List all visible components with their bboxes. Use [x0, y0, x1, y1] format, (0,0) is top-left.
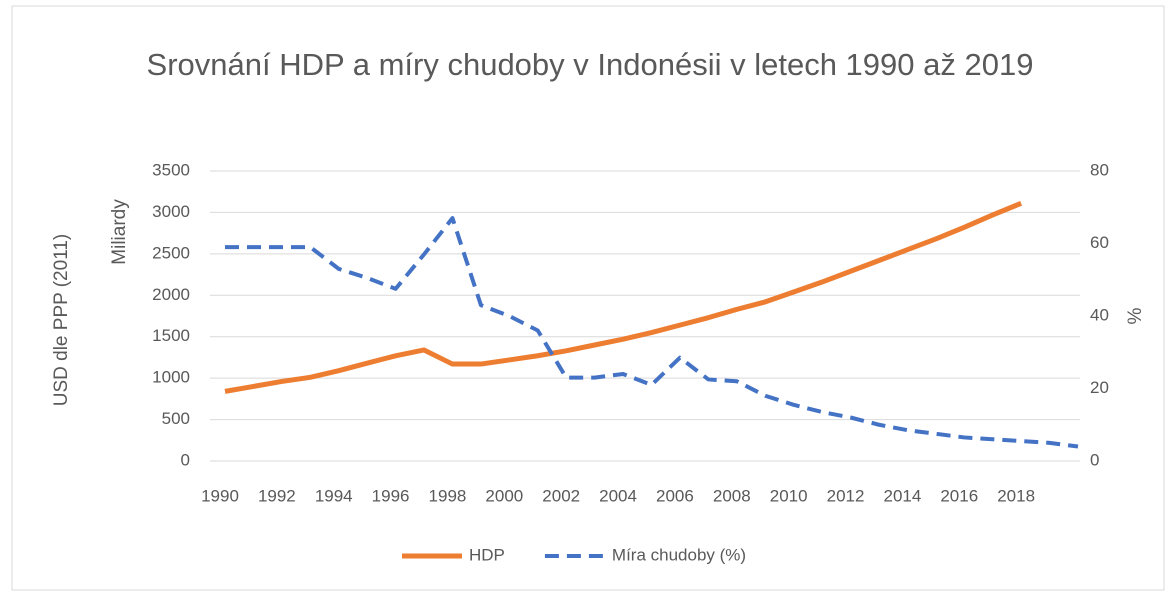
y-tick-label: 0 — [181, 450, 190, 469]
y-tick-label: 2000 — [152, 285, 190, 304]
x-tick-label: 1998 — [429, 486, 467, 505]
x-tick-label: 2002 — [542, 486, 580, 505]
y-tick-label: 3500 — [152, 160, 190, 179]
series-line — [224, 200, 1023, 394]
y2-axis-title: % — [1125, 307, 1146, 324]
x-tick-label: 2008 — [713, 486, 751, 505]
y-axis-title: USD dle PPP (2011) — [51, 234, 72, 407]
x-tick-label: 2004 — [599, 486, 637, 505]
legend-label: HDP — [469, 545, 505, 564]
y2-tick-label: 60 — [1090, 233, 1109, 252]
y-tick-label: 500 — [162, 409, 190, 428]
x-tick-label: 2000 — [485, 486, 523, 505]
x-tick-label: 2010 — [770, 486, 808, 505]
x-tick-label: 1996 — [372, 486, 410, 505]
x-tick-label: 2012 — [827, 486, 865, 505]
x-tick-label: 2016 — [940, 486, 978, 505]
y-tick-label: 1000 — [152, 368, 190, 387]
x-tick-label: 2018 — [997, 486, 1035, 505]
y-units-label: Miliardy — [109, 199, 130, 265]
chart-border — [11, 5, 1165, 591]
x-tick-label: 1990 — [201, 486, 239, 505]
y-tick-label: 2500 — [152, 243, 190, 262]
x-tick-label: 1994 — [315, 486, 353, 505]
x-tick-label: 1992 — [258, 486, 296, 505]
y2-tick-label: 80 — [1090, 160, 1109, 179]
y2-tick-label: 0 — [1090, 450, 1099, 469]
x-tick-label: 2006 — [656, 486, 694, 505]
y2-tick-label: 20 — [1090, 378, 1109, 397]
legend-label: Míra chudoby (%) — [612, 545, 746, 564]
y2-tick-label: 40 — [1090, 305, 1109, 324]
y-tick-label: 1500 — [152, 326, 190, 345]
x-tick-label: 2014 — [883, 486, 921, 505]
chart-title: Srovnání HDP a míry chudoby v Indonésii … — [146, 47, 1034, 82]
y-tick-label: 3000 — [152, 202, 190, 221]
